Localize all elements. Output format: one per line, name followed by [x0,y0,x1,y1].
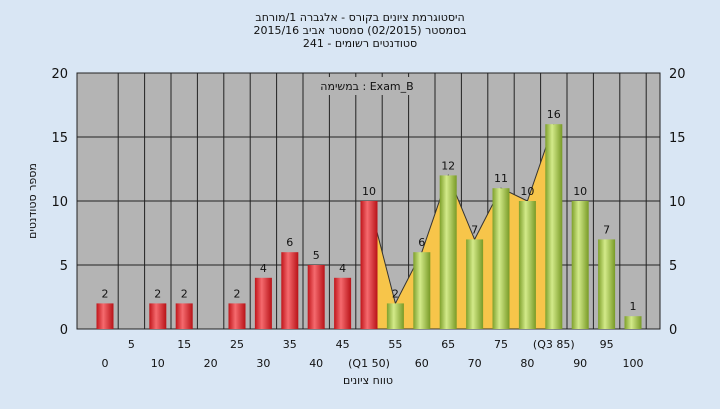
x-tick-40: 40 [309,357,323,370]
value-label-60: 6 [418,236,425,249]
x-tick-95: 95 [600,338,614,351]
x-tick-0: 0 [102,357,109,370]
bar-100 [624,316,642,329]
y-tick-right-2: 10 [669,195,686,210]
bar-80 [518,201,536,329]
x-axis-label: טווח ציונים [343,374,393,387]
y-tick-left-2: 10 [51,195,68,210]
y-tick-left-1: 5 [60,259,68,274]
bar-0 [96,303,114,329]
value-label-100: 1 [630,300,637,313]
bar-55 [386,303,404,329]
value-label-35: 6 [286,236,293,249]
x-tick-50: (Q1 50) [348,357,390,370]
y-axis-right: 0 5 10 15 20 [669,67,686,338]
chart-title-line-2: בסמסטר (02/2015) סמסטר אביב 2015/16 [253,24,466,37]
bar-35 [281,252,299,329]
bar-series [96,124,642,329]
value-label-10: 2 [154,287,161,300]
x-tick-30: 30 [256,357,270,370]
y-tick-left-4: 20 [51,67,68,82]
bar-70 [466,239,484,329]
value-label-55: 2 [392,287,399,300]
y-axis-label: מספר סטודנטים [26,163,39,239]
bar-60 [413,252,431,329]
x-tick-20: 20 [204,357,218,370]
value-label-90: 10 [573,185,587,198]
bar-50 [360,201,378,329]
value-label-25: 2 [234,287,241,300]
x-tick-60: 60 [415,357,429,370]
value-label-75: 11 [494,172,508,185]
bar-90 [571,201,589,329]
x-tick-25: 25 [230,338,244,351]
annotation-text: במשימה : Exam_B [320,80,413,93]
chart-title-line-3: סטודנטים רשומים - 241 [303,37,417,50]
y-tick-right-0: 0 [669,323,677,338]
y-tick-right-1: 5 [669,259,677,274]
value-label-80: 10 [520,185,534,198]
x-tick-5: 5 [128,338,135,351]
x-tick-75: 75 [494,338,508,351]
value-label-50: 10 [362,185,376,198]
value-label-85: 16 [547,108,561,121]
chart-title-line-1: היסטוגרמת ציונים בקורס - אלגברה 1/מורחב [255,11,464,24]
value-label-45: 4 [339,262,346,275]
x-tick-35: 35 [283,338,297,351]
y-tick-left-0: 0 [60,323,68,338]
x-tick-10: 10 [151,357,165,370]
x-tick-80: 80 [520,357,534,370]
bar-40 [307,265,325,329]
x-tick-85: (Q3 85) [533,338,575,351]
x-tick-45: 45 [336,338,350,351]
bar-95 [598,239,616,329]
bar-65 [439,175,457,329]
x-tick-90: 90 [573,357,587,370]
value-label-40: 5 [313,249,320,262]
value-label-65: 12 [441,159,455,172]
bar-85 [545,124,563,329]
x-tick-70: 70 [468,357,482,370]
bar-10 [149,303,167,329]
bar-25 [228,303,246,329]
value-label-0: 2 [102,287,109,300]
bar-45 [334,277,352,329]
x-tick-55: 55 [388,338,402,351]
y-tick-left-3: 15 [51,131,68,146]
bar-75 [492,188,510,329]
x-tick-65: 65 [441,338,455,351]
y-tick-right-4: 20 [669,67,686,82]
y-axis-left: 0 5 10 15 20 [51,67,68,338]
value-label-95: 7 [603,223,610,236]
annotation-box [316,77,418,95]
bar-30 [254,277,272,329]
x-tick-100: 100 [623,357,644,370]
bar-15 [175,303,193,329]
y-tick-right-3: 15 [669,131,686,146]
value-labels: 2 2 2 2 4 6 5 4 10 2 6 12 7 11 10 16 10 7 1 [102,108,637,313]
x-tick-15: 15 [177,338,191,351]
value-label-70: 7 [471,223,478,236]
value-label-30: 4 [260,262,267,275]
value-label-15: 2 [181,287,188,300]
x-axis-ticks: 0 5 10 15 20 25 30 35 40 45 (Q1 50) 55 60 65 70 75 80 (Q3… [102,338,644,370]
